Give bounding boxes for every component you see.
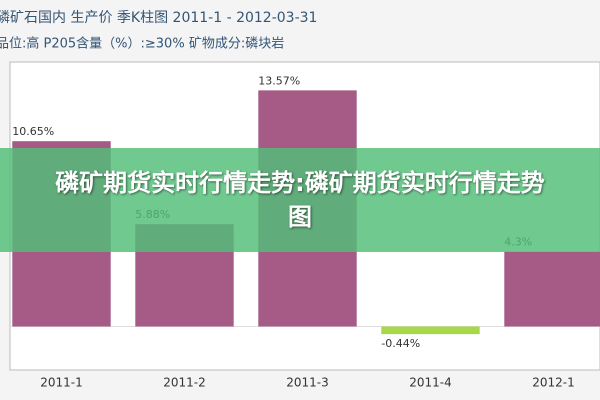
- chart-title: 磷矿石国内 生产价 季K柱图 2011-1 - 2012-03-31: [0, 10, 317, 26]
- x-tick-label: 2011-4: [409, 376, 452, 390]
- value-label: 13.57%: [258, 74, 300, 87]
- x-tick-label: 2011-3: [286, 376, 329, 390]
- x-tick-label: 2012-1: [532, 376, 575, 390]
- overlay-text: 磷矿期货实时行情走势:磷矿期货实时行情走势图: [55, 169, 545, 231]
- value-label: -0.44%: [381, 337, 420, 350]
- bar: [381, 326, 480, 335]
- chart-subtitle: 品位:高 P205含量（%）:≥30% 矿物成分:磷块岩: [0, 36, 284, 52]
- x-tick-label: 2011-2: [163, 376, 206, 390]
- value-label: 10.65%: [12, 125, 54, 138]
- x-tick-label: 2011-1: [40, 376, 83, 390]
- overlay-banner: 磷矿期货实时行情走势:磷矿期货实时行情走势图: [0, 148, 600, 252]
- bar: [504, 251, 600, 327]
